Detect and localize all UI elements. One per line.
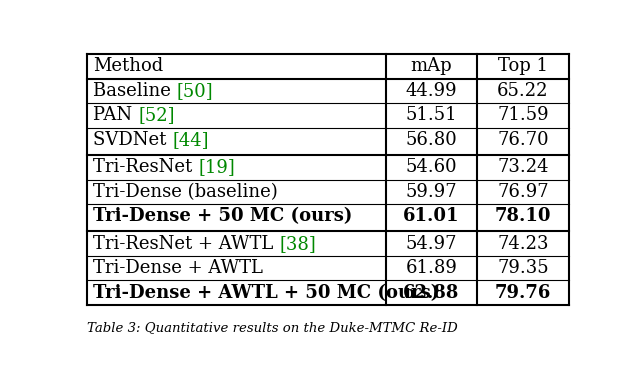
Text: 54.60: 54.60	[406, 158, 457, 176]
Text: SVDNet: SVDNet	[93, 131, 172, 149]
Text: Tri-Dense (baseline): Tri-Dense (baseline)	[93, 183, 278, 201]
Text: [38]: [38]	[279, 235, 316, 253]
Text: [50]: [50]	[177, 82, 214, 100]
Text: 65.22: 65.22	[497, 82, 548, 100]
Text: 71.59: 71.59	[497, 106, 548, 124]
Text: [52]: [52]	[138, 106, 175, 124]
Text: PAN: PAN	[93, 106, 138, 124]
Text: Tri-ResNet + AWTL: Tri-ResNet + AWTL	[93, 235, 279, 253]
Text: 61.01: 61.01	[403, 207, 460, 225]
Text: Table 3: Quantitative results on the Duke-MTMC Re-ID: Table 3: Quantitative results on the Duk…	[88, 321, 458, 334]
Text: 78.10: 78.10	[495, 207, 551, 225]
Text: 73.24: 73.24	[497, 158, 548, 176]
Text: 62.88: 62.88	[403, 284, 460, 302]
Text: Tri-Dense + 50 MC (ours): Tri-Dense + 50 MC (ours)	[93, 207, 353, 225]
Text: 59.97: 59.97	[406, 183, 457, 201]
Text: Tri-ResNet: Tri-ResNet	[93, 158, 198, 176]
Text: 76.70: 76.70	[497, 131, 548, 149]
Text: 54.97: 54.97	[406, 235, 457, 253]
Text: 44.99: 44.99	[406, 82, 457, 100]
Text: 74.23: 74.23	[497, 235, 548, 253]
Text: Tri-Dense + AWTL + 50 MC (ours): Tri-Dense + AWTL + 50 MC (ours)	[93, 284, 440, 302]
Text: Top 1: Top 1	[498, 57, 548, 75]
Text: Baseline: Baseline	[93, 82, 177, 100]
Text: 79.35: 79.35	[497, 259, 548, 277]
Text: [19]: [19]	[198, 158, 235, 176]
Text: 51.51: 51.51	[406, 106, 457, 124]
Text: 61.89: 61.89	[406, 259, 458, 277]
Text: 56.80: 56.80	[406, 131, 458, 149]
Text: Method: Method	[93, 57, 163, 75]
Text: Tri-Dense + AWTL: Tri-Dense + AWTL	[93, 259, 263, 277]
Text: mAp: mAp	[411, 57, 452, 75]
Text: 79.76: 79.76	[495, 284, 551, 302]
Text: [44]: [44]	[172, 131, 209, 149]
Text: 76.97: 76.97	[497, 183, 548, 201]
